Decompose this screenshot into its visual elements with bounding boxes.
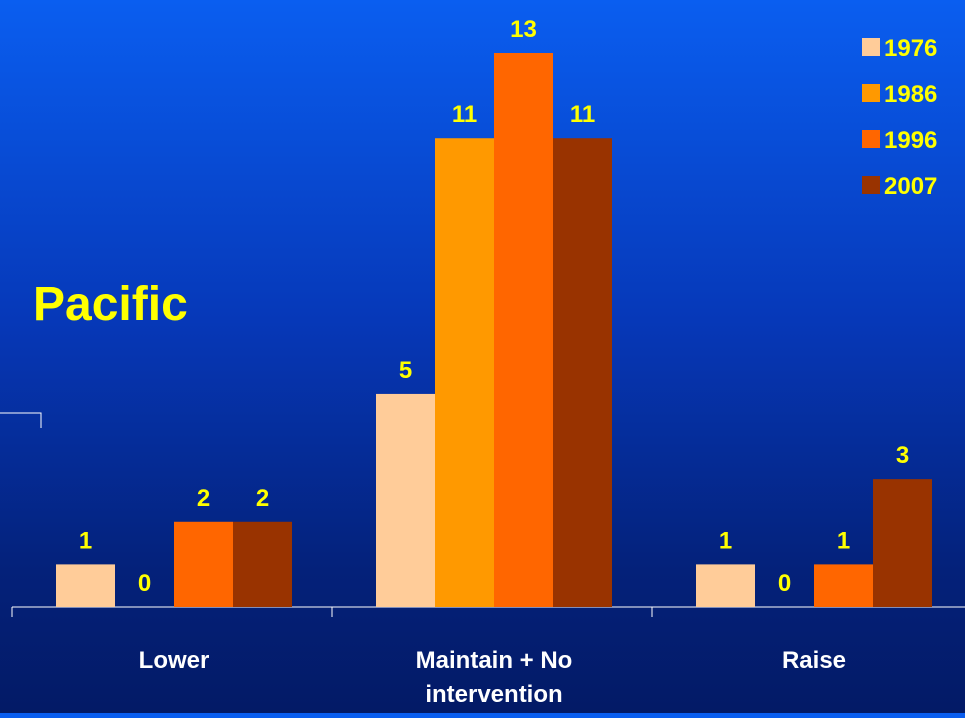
bar-2007-2 (873, 479, 932, 607)
legend-swatch-1976 (862, 38, 880, 56)
y-axis-fragment (0, 413, 41, 428)
bar-1996-0 (174, 522, 233, 607)
data-label: 11 (570, 101, 595, 128)
data-label: 0 (778, 570, 791, 597)
legend-swatch-2007 (862, 176, 880, 194)
legend-label-2007: 2007 (884, 173, 937, 200)
category-labels: Lower Maintain + No intervention Raise (139, 647, 846, 708)
category-label: Maintain + No (416, 647, 573, 674)
legend-swatch-1986 (862, 84, 880, 102)
data-label: 11 (452, 101, 477, 128)
data-label: 3 (896, 442, 909, 469)
bar-2007-1 (553, 138, 612, 607)
data-label: 0 (138, 570, 151, 597)
bar-1986-1 (435, 138, 494, 607)
data-label: 13 (510, 16, 537, 43)
legend-swatch-1996 (862, 130, 880, 148)
legend-label-1976: 1976 (884, 35, 937, 62)
bar-1976-2 (696, 564, 755, 607)
legend-label-1996: 1996 (884, 127, 937, 154)
bar-2007-0 (233, 522, 292, 607)
legend-label-1986: 1986 (884, 81, 937, 108)
chart-title: Pacific (33, 278, 188, 331)
data-label: 1 (837, 527, 850, 554)
category-label: intervention (425, 681, 562, 708)
bar-1976-1 (376, 394, 435, 607)
bar-1996-1 (494, 53, 553, 607)
data-label: 2 (256, 485, 269, 512)
bar-1976-0 (56, 564, 115, 607)
data-label: 1 (719, 527, 732, 554)
category-label: Lower (139, 647, 210, 674)
data-label: 1 (79, 527, 92, 554)
data-label: 2 (197, 485, 210, 512)
category-label: Raise (782, 647, 846, 674)
bar-1996-2 (814, 564, 873, 607)
legend: 1976 1986 1996 2007 (862, 35, 937, 200)
data-label: 5 (399, 357, 412, 384)
